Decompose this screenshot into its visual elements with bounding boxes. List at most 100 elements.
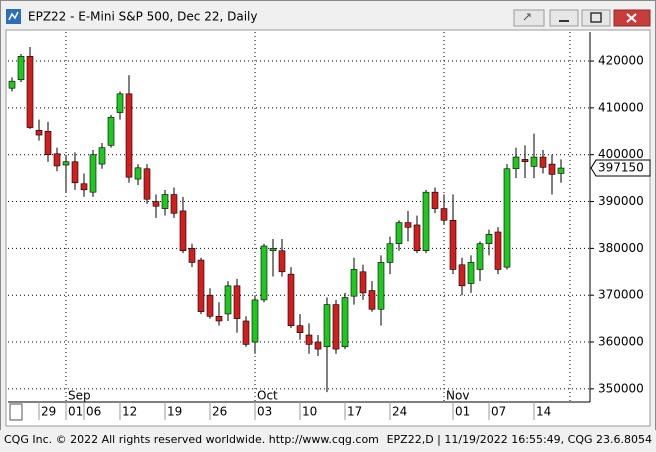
candle-body: [143, 168, 151, 200]
x-tick-label: 14: [536, 405, 551, 419]
candle-body: [494, 231, 502, 270]
candle-body: [530, 156, 538, 167]
last-value-box: [590, 159, 651, 177]
x-tick-label: 01: [68, 405, 83, 419]
x-tick-label: 17: [347, 405, 362, 419]
candle-body: [224, 285, 232, 315]
candle-body: [170, 194, 178, 214]
candle-body: [179, 210, 187, 252]
last-value-label: 397150: [598, 161, 644, 175]
candle-body: [206, 294, 214, 317]
candle-body: [17, 56, 25, 81]
candle-body: [440, 208, 448, 221]
candle-body: [512, 156, 520, 170]
candle-body: [413, 224, 421, 252]
candle-body: [251, 299, 259, 343]
x-tick-label: 06: [86, 405, 101, 419]
candle-body: [125, 93, 133, 178]
candle-body: [98, 147, 106, 165]
candle-body: [521, 159, 529, 163]
footer-bar: [0, 430, 656, 448]
candle-body: [431, 191, 439, 209]
candle-body: [557, 167, 565, 174]
candle-body: [26, 56, 34, 128]
candle-body: [332, 304, 340, 350]
candle-body: [215, 315, 223, 322]
candle-body: [359, 271, 367, 294]
candle-body: [152, 201, 160, 207]
y-tick-label: 390000: [598, 194, 644, 208]
candle-body: [233, 285, 241, 319]
link-glyph: [523, 13, 531, 21]
candle-body: [503, 168, 511, 268]
candle-body: [260, 245, 268, 301]
x-tick-label: 03: [257, 405, 272, 419]
x-tick-label: 19: [167, 405, 182, 419]
candle-body: [350, 269, 358, 297]
chart-panel: [5, 29, 651, 427]
link-button[interactable]: [513, 9, 545, 27]
month-label: Nov: [446, 389, 469, 403]
candle-body: [377, 262, 385, 310]
y-tick-label: 360000: [598, 335, 644, 349]
candle-body: [80, 183, 88, 191]
month-label: Sep: [68, 389, 91, 403]
candle-body: [107, 116, 115, 146]
candle-body: [404, 222, 412, 228]
candle-body: [287, 273, 295, 326]
x-tick-label: 24: [392, 405, 407, 419]
x-tick-label: 12: [122, 405, 137, 419]
candle-body: [188, 248, 196, 263]
candle-body: [422, 191, 430, 252]
candle-body: [269, 248, 277, 252]
candle-body: [242, 320, 250, 345]
candle-body: [278, 250, 286, 273]
y-tick-label: 380000: [598, 241, 644, 255]
candle-body: [467, 262, 475, 284]
candle-body: [449, 219, 457, 270]
candle-body: [134, 167, 142, 180]
candle-body: [89, 154, 97, 193]
candle-body: [458, 264, 466, 287]
candle-body: [53, 153, 61, 167]
close-glyph: [626, 13, 637, 23]
candle-body: [296, 325, 304, 333]
candle-body: [44, 130, 52, 156]
y-tick-label: 370000: [598, 288, 644, 302]
candle-body: [116, 93, 124, 113]
app-icon-glyph: [8, 11, 19, 21]
footer-left: CQG Inc. © 2022 All rights reserved worl…: [4, 433, 379, 446]
minimize-button[interactable]: [549, 9, 579, 27]
maximize-glyph: [590, 12, 602, 23]
footer-right: EPZ22,D | 11/19/2022 16:55:49, CQG 23.6.…: [387, 433, 652, 446]
candle-body: [386, 243, 394, 263]
x-tick-label: 01: [455, 405, 470, 419]
x-tick-label: 10: [302, 405, 317, 419]
candle-body: [71, 161, 79, 184]
candle-body: [548, 163, 556, 175]
candle-body: [476, 243, 484, 270]
candle-body: [341, 297, 349, 348]
x-tick-label: 07: [491, 405, 506, 419]
x-tick-label: 26: [212, 405, 227, 419]
candle-body: [62, 161, 70, 166]
candle-body: [314, 341, 322, 350]
y-tick-label: 400000: [598, 147, 644, 161]
y-tick-label: 350000: [598, 381, 644, 395]
candle-body: [485, 234, 493, 244]
candle-body: [395, 222, 403, 244]
y-tick-label: 420000: [598, 54, 644, 68]
month-label: Oct: [257, 389, 278, 403]
candle-body: [323, 304, 331, 348]
candle-body: [539, 156, 547, 168]
candle-body: [161, 194, 169, 209]
candle-body: [305, 334, 313, 345]
y-tick-label: 410000: [598, 100, 644, 114]
x-tick-label: 29: [41, 405, 56, 419]
scroll-handle[interactable]: [9, 403, 23, 421]
candle-body: [8, 80, 16, 89]
window-title: EPZ22 - E-Mini S&P 500, Dec 22, Daily: [28, 10, 257, 24]
candle-body: [197, 259, 205, 312]
maximize-button[interactable]: [581, 9, 611, 27]
